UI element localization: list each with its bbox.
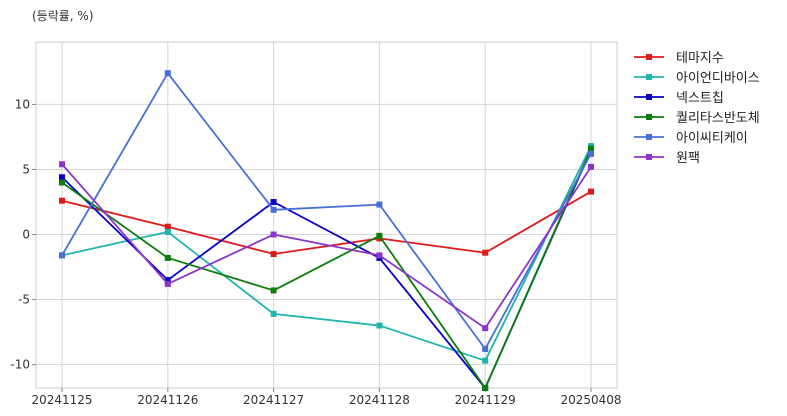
data-point <box>270 310 277 317</box>
series-line-1 <box>61 190 592 255</box>
legend-label: 원팩 <box>676 151 700 166</box>
data-point <box>588 150 594 157</box>
series-line-4 <box>61 148 592 389</box>
legend-swatch-marker <box>646 154 652 160</box>
data-point <box>376 252 383 259</box>
data-point <box>482 345 489 352</box>
grid <box>36 42 617 388</box>
x-tick-label: 20250408 <box>560 393 621 407</box>
series-line-2 <box>61 145 592 362</box>
data-point <box>376 201 383 208</box>
series-line-5 <box>61 72 592 350</box>
legend-label: 아이씨티케이 <box>676 131 748 146</box>
data-point <box>270 251 277 258</box>
data-point <box>376 232 383 239</box>
data-point <box>376 322 383 329</box>
legend-label: 퀄리타스반도체 <box>676 111 760 126</box>
x-tick-label: 20241129 <box>455 393 516 407</box>
y-axis: -10 -5 0 5 10 <box>10 97 36 372</box>
legend-label: 아이언디바이스 <box>676 71 760 86</box>
data-point <box>164 70 171 77</box>
data-point <box>59 197 65 204</box>
y-tick-label: 5 <box>22 162 30 176</box>
data-point <box>59 179 65 186</box>
data-point <box>482 385 489 391</box>
data-point <box>164 277 171 284</box>
series-line-6 <box>61 163 592 330</box>
plot-area <box>35 41 618 389</box>
data-point <box>270 206 277 213</box>
data-point <box>482 249 489 256</box>
x-tick-label: 20241126 <box>137 393 198 407</box>
x-tick-label: 20241127 <box>243 393 304 407</box>
series-group <box>59 70 594 391</box>
data-point <box>270 287 277 294</box>
legend-swatch-marker <box>646 74 652 80</box>
data-point <box>59 174 65 181</box>
legend-swatch-marker <box>646 54 652 60</box>
data-point <box>588 145 594 152</box>
y-tick-label: 0 <box>22 228 30 242</box>
y-tick-label: -10 <box>10 358 30 372</box>
data-point <box>482 357 489 364</box>
legend-label: 테마지수 <box>676 51 724 66</box>
data-point <box>588 188 594 195</box>
data-point <box>588 163 594 170</box>
data-point <box>270 198 277 205</box>
legend-label: 넥스트칩 <box>676 91 724 106</box>
unit-label: (등락률, %) <box>32 9 94 23</box>
data-point <box>164 223 171 230</box>
data-point <box>164 228 171 235</box>
x-tick-label: 20241125 <box>31 393 92 407</box>
legend-swatch-marker <box>646 114 652 120</box>
x-axis: 20241125 20241126 20241127 20241128 20241129… <box>31 388 622 407</box>
y-tick-label: -5 <box>18 293 30 307</box>
data-point <box>59 252 65 259</box>
data-point <box>164 254 171 261</box>
legend-swatch-marker <box>646 94 652 100</box>
data-point <box>482 325 489 332</box>
x-tick-label: 20241128 <box>349 393 410 407</box>
data-point <box>164 280 171 287</box>
y-tick-label: 10 <box>15 97 30 111</box>
data-point <box>59 161 65 168</box>
data-point <box>270 231 277 238</box>
legend-swatch-marker <box>646 134 652 140</box>
